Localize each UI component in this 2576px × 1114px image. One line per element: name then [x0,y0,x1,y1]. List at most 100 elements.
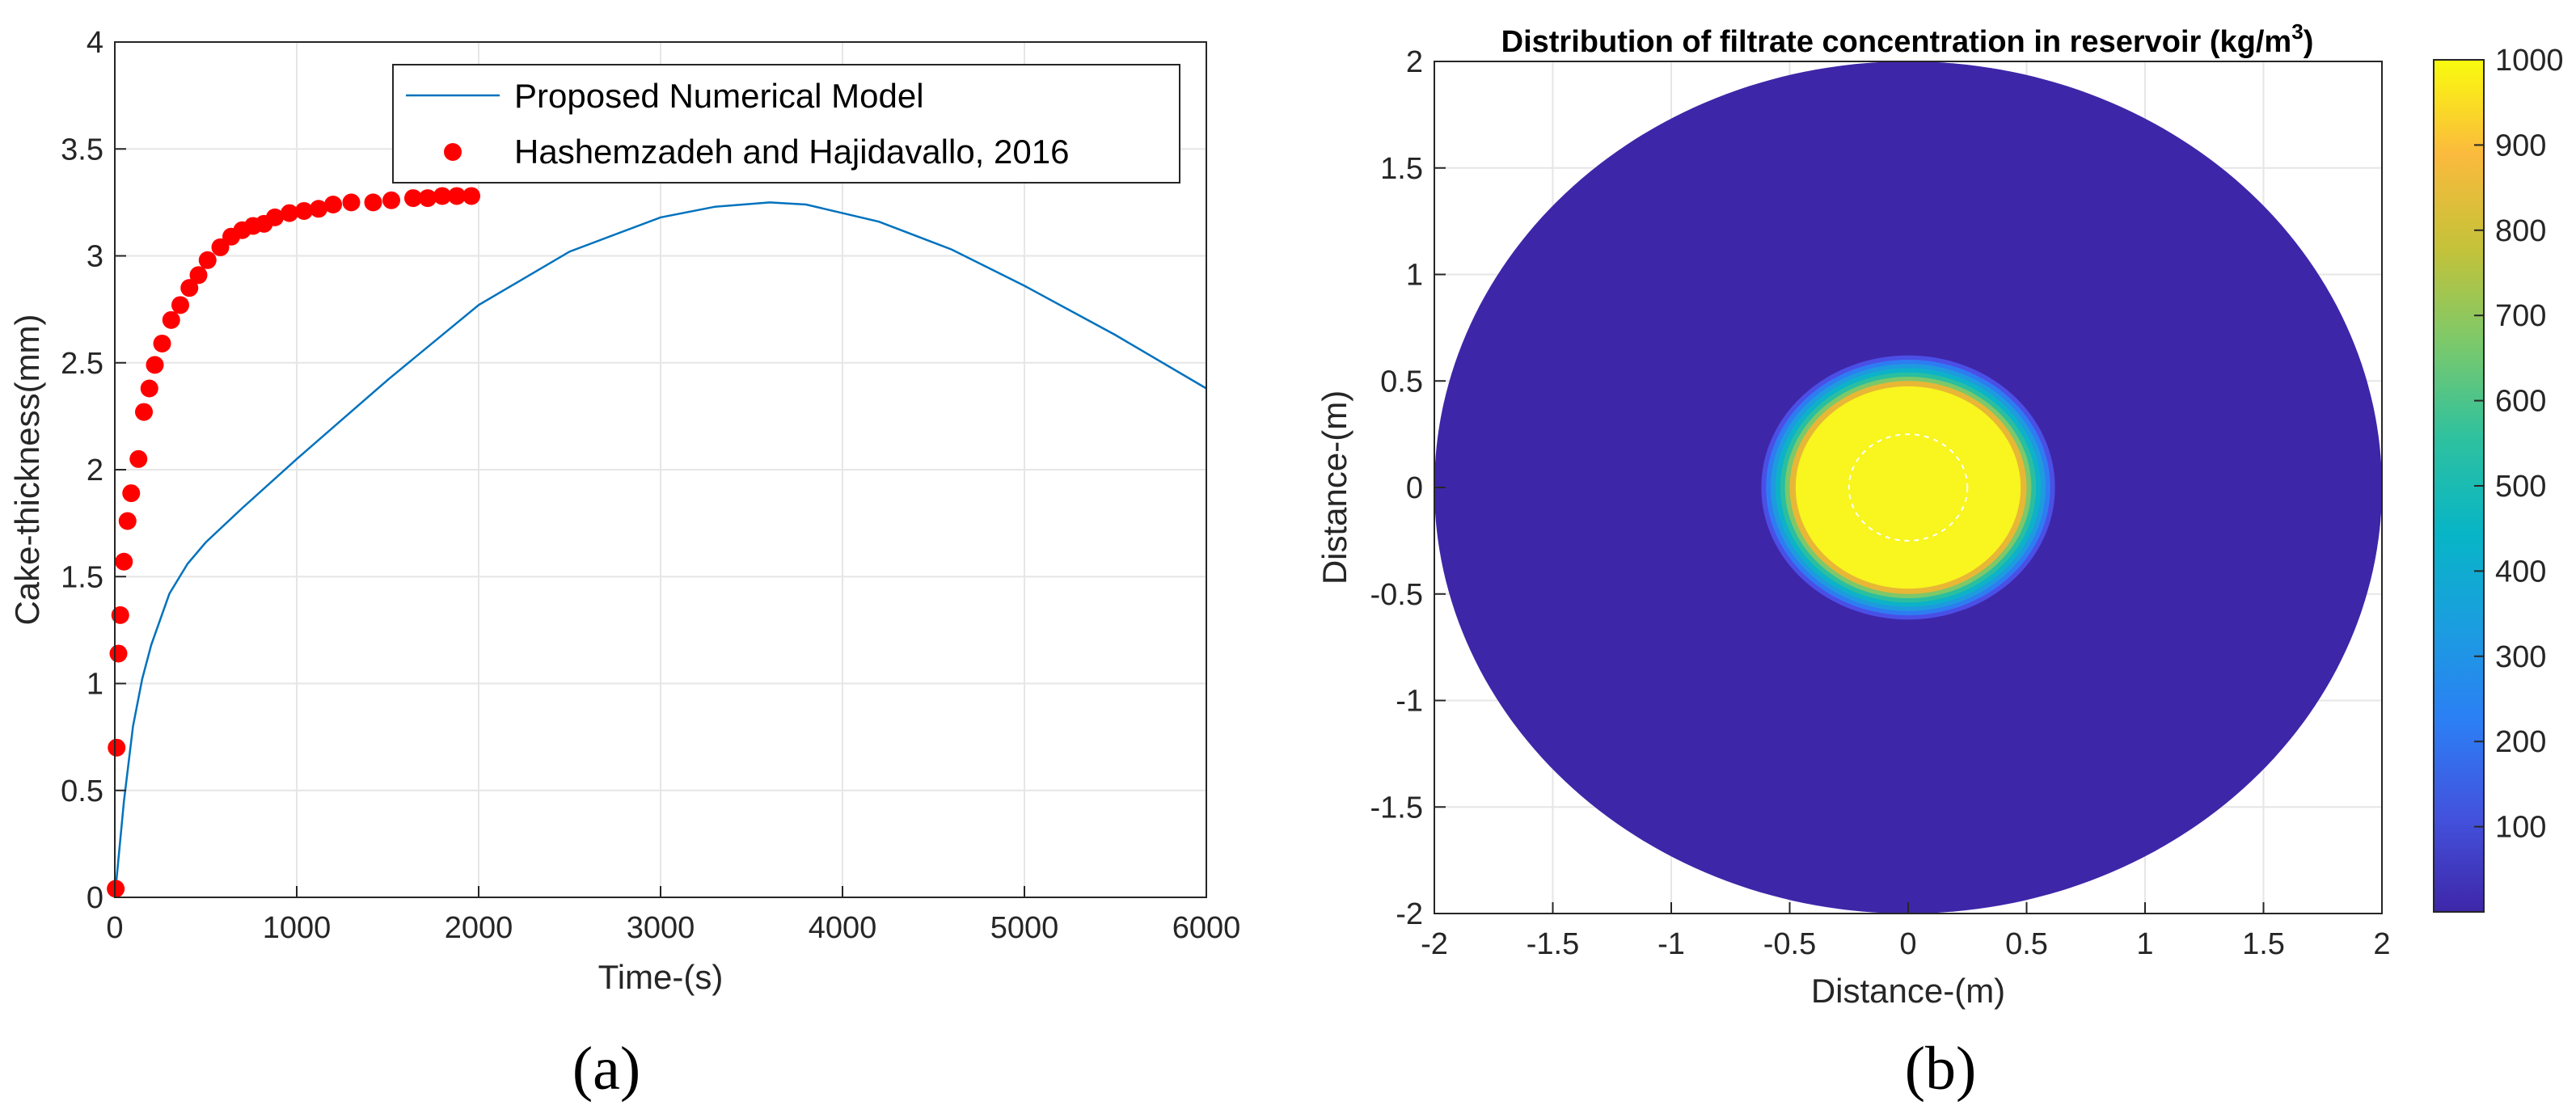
x-tick-label: 0.5 [2005,927,2048,961]
x-tick-label: -1 [1658,927,1685,961]
data-point-hashemzadeh [140,379,158,398]
x-tick-label: 6000 [1172,911,1241,945]
data-point-hashemzadeh [295,201,313,220]
x-tick-label: 1.5 [2242,927,2285,961]
y-tick-label: 3 [87,240,103,274]
data-point-hashemzadeh [107,880,125,898]
y-tick-label: 2.5 [61,347,103,381]
panel-b-title-close: ) [2304,25,2314,59]
panel-a-x-label: Time-(s) [598,958,724,996]
legend-label-hashemzadeh: Hashemzadeh and Hajidavallo, 2016 [514,133,1069,171]
y-tick-label: 1.5 [1380,152,1423,186]
data-point-hashemzadeh [180,279,199,297]
data-point-hashemzadeh [382,191,400,209]
panel-a-series [107,187,1207,898]
panel-b-y-ticks: -2 -1.5 -1 -0.5 0 0.5 1 1.5 2 [1370,45,1446,931]
concentration-contour-band [1795,386,2021,589]
panel-b-title-main: Distribution of filtrate concentration i… [1501,25,2292,59]
y-tick-label: -0.5 [1370,578,1423,612]
panel-b-x-label: Distance-(m) [1811,972,2005,1010]
data-point-hashemzadeh [281,204,298,222]
data-point-hashemzadeh [115,552,133,571]
x-tick-label: 2 [2373,927,2390,961]
panel-a-y-label: Cake-thickness(mm) [8,314,46,625]
panel-b-concentration-field [1434,61,2382,914]
colorbar-tick-label: 300 [2495,640,2546,674]
panel-a-legend: Proposed Numerical Model Hashemzadeh and… [392,64,1180,184]
y-tick-label: 0 [87,881,103,915]
data-point-hashemzadeh [433,187,451,205]
data-point-hashemzadeh [404,189,422,208]
colorbar-tick-label: 200 [2495,725,2546,759]
data-point-hashemzadeh [122,484,141,503]
panel-a-grid [115,42,1206,897]
data-point-hashemzadeh [324,196,342,214]
data-point-hashemzadeh [108,738,126,757]
panel-b: Distribution of filtrate concentration i… [1315,19,2564,1103]
legend-dot-marker-hashemzadeh [444,143,462,161]
data-point-hashemzadeh [211,238,230,256]
data-point-hashemzadeh [419,189,437,208]
panel-b-title-superscript: 3 [2291,19,2303,44]
panel-a-caption: (a) [572,1035,640,1103]
data-point-hashemzadeh [129,449,148,468]
x-tick-label: 3000 [627,911,695,945]
x-tick-label: -1.5 [1527,927,1579,961]
data-point-hashemzadeh [189,266,208,285]
y-tick-label: -2 [1396,897,1423,931]
data-point-hashemzadeh [135,403,153,421]
data-point-hashemzadeh [153,334,171,352]
y-tick-label: 0.5 [61,774,103,808]
data-point-hashemzadeh [109,644,128,663]
panel-b-title: Distribution of filtrate concentration i… [1501,19,2314,59]
data-point-hashemzadeh [448,187,466,205]
data-point-hashemzadeh [118,512,137,530]
data-point-hashemzadeh [462,187,480,205]
colorbar-tick-label: 600 [2495,385,2546,419]
x-tick-label: 1000 [263,911,332,945]
y-tick-label: 0.5 [1380,365,1423,399]
legend-box [392,64,1180,184]
y-tick-label: 3.5 [61,133,103,167]
panel-a-x-ticks: 0 1000 2000 3000 4000 5000 6000 [106,886,1240,945]
x-tick-label: 0 [1899,927,1916,961]
panel-a-y-ticks: 0 0.5 1 1.5 2 2.5 3 3.5 4 [61,26,126,915]
panel-b-y-label: Distance-(m) [1315,390,1353,584]
data-point-hashemzadeh [146,356,164,374]
colorbar-tick-label: 400 [2495,555,2546,589]
panel-b-caption: (b) [1905,1035,1977,1103]
colorbar-tick-label: 700 [2495,299,2546,333]
series-line-numerical-model [113,201,1207,898]
y-tick-label: 2 [1406,45,1423,79]
panel-b-x-ticks: -2 -1.5 -1 -0.5 0 0.5 1 1.5 2 [1421,902,2391,961]
data-point-hashemzadeh [198,251,217,269]
y-tick-label: -1.5 [1370,791,1423,825]
x-tick-label: 2000 [445,911,513,945]
x-tick-label: 1 [2136,927,2153,961]
data-point-hashemzadeh [162,310,180,329]
y-tick-label: -1 [1396,685,1423,719]
y-tick-label: 1 [1406,259,1423,293]
colorbar-tick-label: 900 [2495,129,2546,162]
data-point-hashemzadeh [171,296,189,314]
x-tick-label: -0.5 [1763,927,1816,961]
data-point-hashemzadeh [342,193,361,212]
data-point-hashemzadeh [310,200,327,218]
colorbar: 100 200 300 400 500 600 700 800 900 1000 [2433,44,2564,913]
colorbar-tick-label: 800 [2495,214,2546,248]
colorbar-tick-label: 500 [2495,470,2546,504]
x-tick-label: 0 [106,911,123,945]
inner-dashed-contour [1848,433,1969,542]
x-tick-label: 4000 [809,911,877,945]
data-point-hashemzadeh [266,208,284,226]
legend-label-numerical: Proposed Numerical Model [514,77,924,115]
y-tick-label: 2 [87,454,103,487]
data-point-hashemzadeh [364,193,382,212]
y-tick-label: 4 [87,26,103,60]
colorbar-tick-label: 100 [2495,811,2546,845]
colorbar-tick-label: 1000 [2495,44,2564,78]
colorbar-ticks: 100 200 300 400 500 600 700 800 900 1000 [2474,44,2564,845]
y-tick-label: 1.5 [61,560,103,594]
x-tick-label: 5000 [990,911,1059,945]
